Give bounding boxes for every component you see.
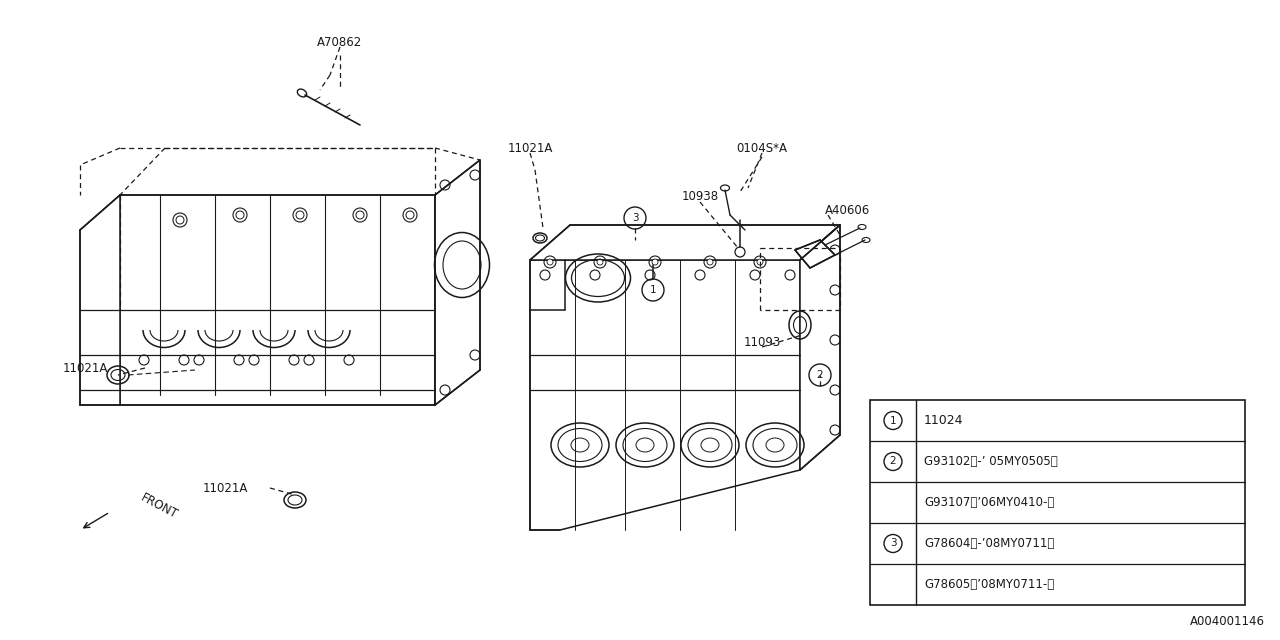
Polygon shape <box>79 195 120 405</box>
Circle shape <box>756 259 763 265</box>
Bar <box>870 400 1245 605</box>
Text: G93107（’06MY0410-）: G93107（’06MY0410-） <box>924 496 1055 509</box>
Text: 11021A: 11021A <box>63 362 108 374</box>
Circle shape <box>236 211 244 219</box>
Text: FRONT: FRONT <box>138 491 179 521</box>
Circle shape <box>596 259 603 265</box>
Text: A70862: A70862 <box>317 35 362 49</box>
Polygon shape <box>530 225 840 260</box>
Text: 11021A: 11021A <box>507 141 553 154</box>
Polygon shape <box>530 260 800 530</box>
Text: G78605（’08MY0711-）: G78605（’08MY0711-） <box>924 578 1055 591</box>
Polygon shape <box>795 240 835 268</box>
Text: G93102（-’ 05MY0505）: G93102（-’ 05MY0505） <box>924 455 1057 468</box>
Text: 3: 3 <box>632 213 639 223</box>
Text: 11024: 11024 <box>924 414 964 427</box>
Polygon shape <box>120 195 435 405</box>
Polygon shape <box>435 160 480 405</box>
Text: 11093: 11093 <box>744 335 781 349</box>
Circle shape <box>652 259 658 265</box>
Text: 11021A: 11021A <box>202 481 248 495</box>
Text: G78604（-’08MY0711）: G78604（-’08MY0711） <box>924 537 1055 550</box>
Text: 3: 3 <box>890 538 896 548</box>
Text: 1: 1 <box>890 415 896 426</box>
Text: 1: 1 <box>650 285 657 295</box>
Circle shape <box>406 211 413 219</box>
Text: 2: 2 <box>890 456 896 467</box>
Text: 2: 2 <box>817 370 823 380</box>
Circle shape <box>547 259 553 265</box>
Text: A004001146: A004001146 <box>1190 615 1265 628</box>
Circle shape <box>356 211 364 219</box>
Circle shape <box>735 247 745 257</box>
Circle shape <box>296 211 305 219</box>
Text: 10938: 10938 <box>681 191 718 204</box>
Circle shape <box>707 259 713 265</box>
Text: A40606: A40606 <box>826 204 870 216</box>
Polygon shape <box>800 225 840 470</box>
Text: 0104S*A: 0104S*A <box>736 141 787 154</box>
Circle shape <box>177 216 184 224</box>
